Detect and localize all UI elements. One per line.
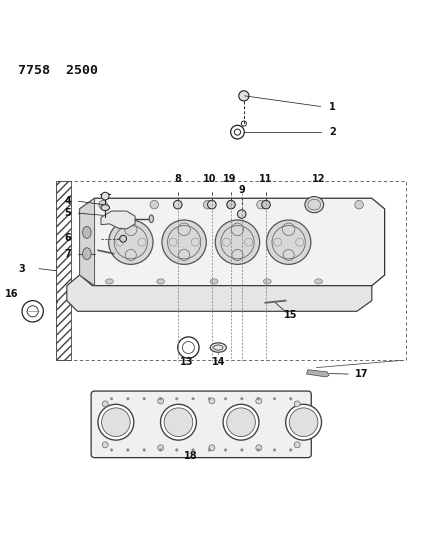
Circle shape <box>262 200 270 209</box>
Text: 15: 15 <box>284 310 297 320</box>
Circle shape <box>273 398 276 400</box>
Text: 12: 12 <box>312 174 325 184</box>
Circle shape <box>257 398 259 400</box>
Circle shape <box>192 449 194 451</box>
Polygon shape <box>80 198 385 286</box>
Ellipse shape <box>210 279 218 284</box>
Circle shape <box>150 200 158 209</box>
Circle shape <box>238 210 246 219</box>
Circle shape <box>294 442 300 448</box>
Polygon shape <box>101 211 135 229</box>
Circle shape <box>355 200 363 209</box>
Circle shape <box>285 405 321 440</box>
Circle shape <box>208 200 216 209</box>
Text: 17: 17 <box>355 369 368 379</box>
Circle shape <box>158 398 163 404</box>
Circle shape <box>158 445 163 451</box>
Circle shape <box>289 408 318 437</box>
Circle shape <box>203 200 212 209</box>
Circle shape <box>143 449 146 451</box>
Circle shape <box>257 449 259 451</box>
Circle shape <box>160 405 196 440</box>
Text: 18: 18 <box>184 451 197 462</box>
Text: 5: 5 <box>64 208 71 218</box>
Circle shape <box>109 220 153 264</box>
Circle shape <box>241 449 243 451</box>
Circle shape <box>215 220 260 264</box>
Circle shape <box>208 398 211 400</box>
Circle shape <box>289 449 292 451</box>
Text: 6: 6 <box>64 233 71 243</box>
Text: 16: 16 <box>5 289 18 299</box>
Circle shape <box>209 398 215 404</box>
Ellipse shape <box>83 227 91 238</box>
Circle shape <box>209 445 215 451</box>
Circle shape <box>273 449 276 451</box>
Circle shape <box>143 398 146 400</box>
Text: 1: 1 <box>329 101 336 111</box>
Circle shape <box>239 91 249 101</box>
Ellipse shape <box>149 215 153 223</box>
Circle shape <box>127 449 129 451</box>
Circle shape <box>241 398 243 400</box>
Text: 3: 3 <box>18 264 25 273</box>
Circle shape <box>294 401 300 407</box>
Circle shape <box>173 200 182 209</box>
Circle shape <box>224 449 227 451</box>
Circle shape <box>99 200 107 209</box>
Polygon shape <box>67 275 372 311</box>
Text: 13: 13 <box>179 357 193 367</box>
Ellipse shape <box>305 197 324 213</box>
Text: 7: 7 <box>64 249 71 259</box>
Ellipse shape <box>101 205 110 211</box>
Circle shape <box>224 398 227 400</box>
Circle shape <box>101 408 130 437</box>
Circle shape <box>101 192 109 200</box>
Circle shape <box>159 449 162 451</box>
Ellipse shape <box>315 279 322 284</box>
Text: 7758  2500: 7758 2500 <box>18 64 98 77</box>
Polygon shape <box>80 198 95 286</box>
Polygon shape <box>306 370 329 377</box>
Text: 4: 4 <box>64 196 71 206</box>
Circle shape <box>227 408 256 437</box>
Circle shape <box>192 398 194 400</box>
Text: 9: 9 <box>238 185 245 195</box>
Circle shape <box>289 398 292 400</box>
Circle shape <box>159 398 162 400</box>
Circle shape <box>175 449 178 451</box>
Circle shape <box>175 398 178 400</box>
Text: 10: 10 <box>203 174 217 184</box>
Circle shape <box>120 236 127 242</box>
Ellipse shape <box>106 279 113 284</box>
Text: 11: 11 <box>259 174 273 184</box>
Text: 19: 19 <box>223 174 237 184</box>
Circle shape <box>223 405 259 440</box>
Ellipse shape <box>83 248 91 260</box>
Circle shape <box>127 398 129 400</box>
Circle shape <box>227 200 235 209</box>
FancyBboxPatch shape <box>91 391 311 458</box>
Text: 2: 2 <box>329 127 336 137</box>
Circle shape <box>110 398 113 400</box>
Circle shape <box>256 398 262 404</box>
Circle shape <box>256 445 262 451</box>
Circle shape <box>208 449 211 451</box>
Circle shape <box>257 200 265 209</box>
Text: 8: 8 <box>174 174 181 184</box>
Circle shape <box>98 405 134 440</box>
Circle shape <box>110 449 113 451</box>
Circle shape <box>267 220 311 264</box>
Circle shape <box>164 408 193 437</box>
Ellipse shape <box>264 279 271 284</box>
Circle shape <box>162 220 206 264</box>
Text: 14: 14 <box>211 357 225 367</box>
Circle shape <box>308 200 316 209</box>
Circle shape <box>102 442 108 448</box>
Ellipse shape <box>210 343 226 352</box>
Circle shape <box>102 401 108 407</box>
Ellipse shape <box>157 279 164 284</box>
